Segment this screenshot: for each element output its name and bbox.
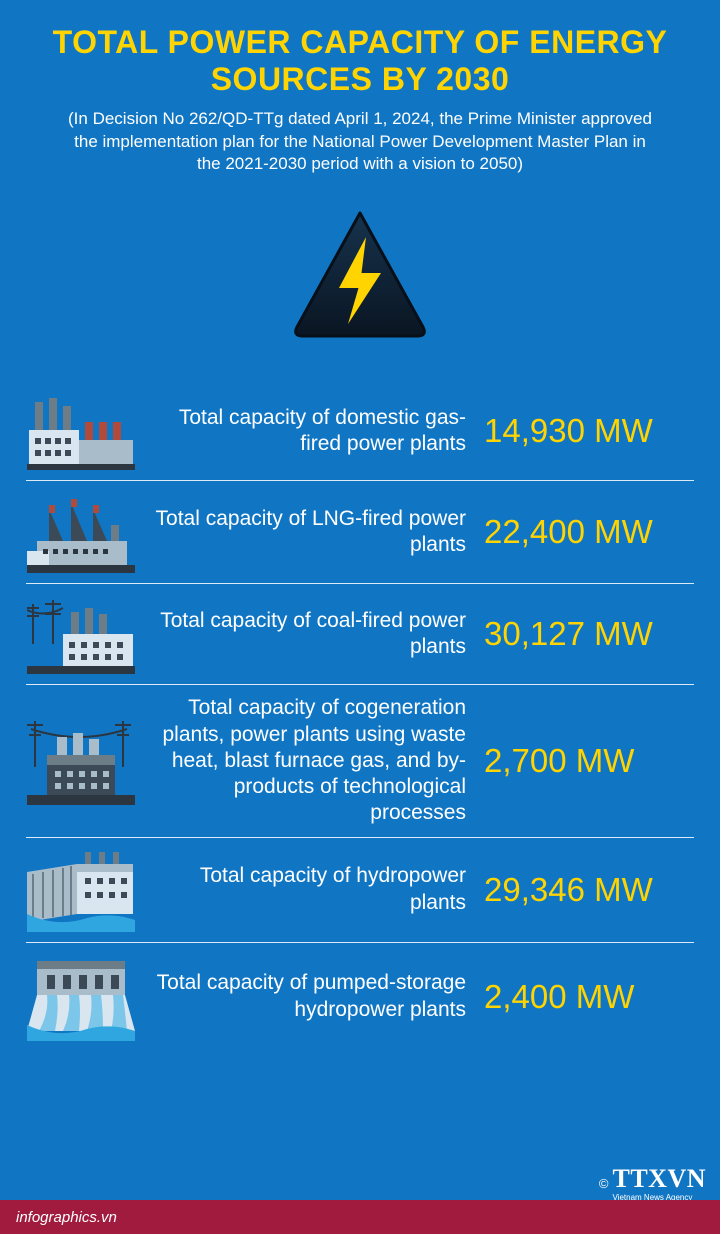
- row-label: Total capacity of pumped-storage hydropo…: [150, 970, 470, 1023]
- row-label: Total capacity of cogeneration plants, p…: [150, 695, 470, 826]
- row-coal: Total capacity of coal-fired power plant…: [26, 584, 694, 685]
- row-value: 2,700 MW: [484, 742, 694, 780]
- header: TOTAL POWER CAPACITY OF ENERGY SOURCES B…: [0, 0, 720, 186]
- row-hydro: Total capacity of hydropower plants 29,3…: [26, 838, 694, 943]
- row-label: Total capacity of hydropower plants: [150, 863, 470, 916]
- source-link: infographics.vn: [16, 1209, 117, 1226]
- row-label: Total capacity of domestic gas-fired pow…: [150, 405, 470, 458]
- row-label: Total capacity of LNG-fired power plants: [150, 506, 470, 559]
- row-value: 2,400 MW: [484, 978, 694, 1016]
- row-cogen: Total capacity of cogeneration plants, p…: [26, 685, 694, 837]
- row-lng: Total capacity of LNG-fired power plants…: [26, 481, 694, 584]
- lng-plant-icon: [26, 491, 136, 573]
- agency-credit: © TTXVN Vietnam News Agency: [599, 1164, 706, 1202]
- footer-bar: infographics.vn: [0, 1200, 720, 1234]
- hero-icon-wrap: [0, 204, 720, 354]
- row-value: 29,346 MW: [484, 871, 694, 909]
- lightning-warning-icon: [285, 204, 435, 354]
- page-subtitle: (In Decision No 262/QD-TTg dated April 1…: [40, 108, 680, 177]
- row-label: Total capacity of coal-fired power plant…: [150, 608, 470, 661]
- coal-plant-icon: [26, 594, 136, 674]
- row-value: 22,400 MW: [484, 513, 694, 551]
- hydro-plant-icon: [26, 848, 136, 932]
- cogen-plant-icon: [26, 717, 136, 805]
- row-gas: Total capacity of domestic gas-fired pow…: [26, 382, 694, 481]
- row-value: 14,930 MW: [484, 412, 694, 450]
- gas-plant-icon: [26, 392, 136, 470]
- pumped-hydro-plant-icon: [26, 953, 136, 1041]
- capacity-rows: Total capacity of domestic gas-fired pow…: [0, 382, 720, 1050]
- copyright-symbol: ©: [599, 1176, 609, 1191]
- row-value: 30,127 MW: [484, 615, 694, 653]
- row-pumped-hydro: Total capacity of pumped-storage hydropo…: [26, 943, 694, 1051]
- agency-name: TTXVN: [612, 1164, 706, 1193]
- page-title: TOTAL POWER CAPACITY OF ENERGY SOURCES B…: [40, 24, 680, 98]
